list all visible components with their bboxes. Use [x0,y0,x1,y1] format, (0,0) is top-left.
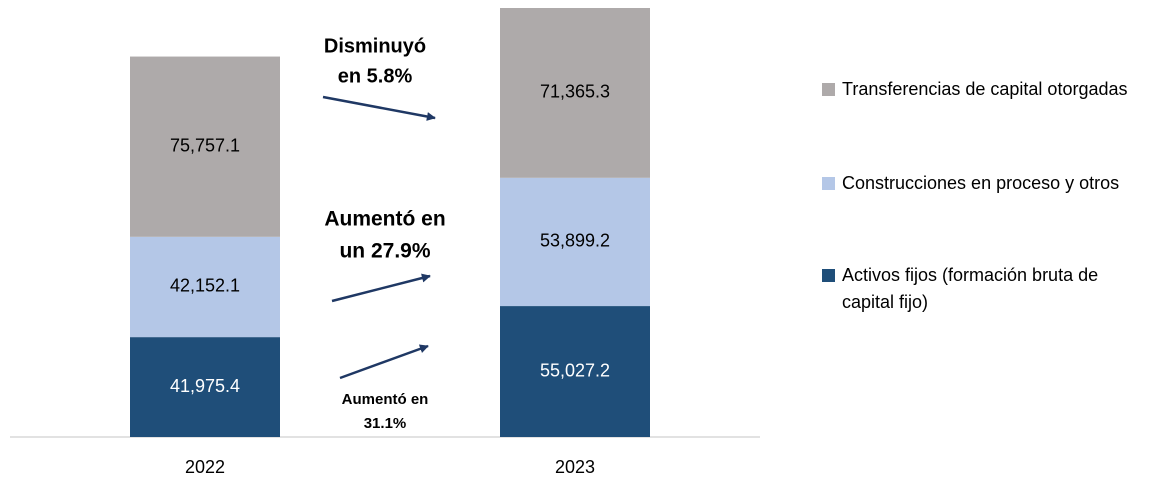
legend-swatch [822,269,835,282]
bar-segment [130,337,280,437]
value-label: 53,899.2 [540,231,610,251]
legend-item: Transferencias de capital otorgadas [822,76,1142,103]
bar-segment [500,306,650,437]
annotation: Aumentó en [342,391,429,408]
value-label: 55,027.2 [540,360,610,380]
annotation: 31.1% [364,415,407,432]
x-tick-label: 2023 [555,457,595,477]
value-label: 71,365.3 [540,82,610,102]
value-label: 75,757.1 [170,135,240,155]
bar-segment [130,56,280,237]
legend-label: Construcciones en proceso y otros [842,173,1120,193]
arrow [331,273,431,303]
bar-segment [500,8,650,178]
value-label: 42,152.1 [170,276,240,296]
bar-segment [130,236,280,338]
legend-item: Construcciones en proceso y otros [822,170,1142,197]
bar-segment [500,177,650,307]
arrow [339,344,429,380]
arrow [322,95,436,121]
annotation: Aumentó en [324,208,445,231]
legend-label: Activos fijos (formación bruta de capita… [842,265,1099,312]
legend-label: Transferencias de capital otorgadas [842,79,1128,99]
legend-swatch [822,177,835,190]
annotation: un 27.9% [339,240,430,263]
annotation: en 5.8% [338,65,413,87]
legend-swatch [822,83,835,96]
x-tick-label: 2022 [185,457,225,477]
annotation: Disminuyó [324,35,426,57]
legend-item: Activos fijos (formación bruta de capita… [822,262,1142,316]
value-label: 41,975.4 [170,376,240,396]
